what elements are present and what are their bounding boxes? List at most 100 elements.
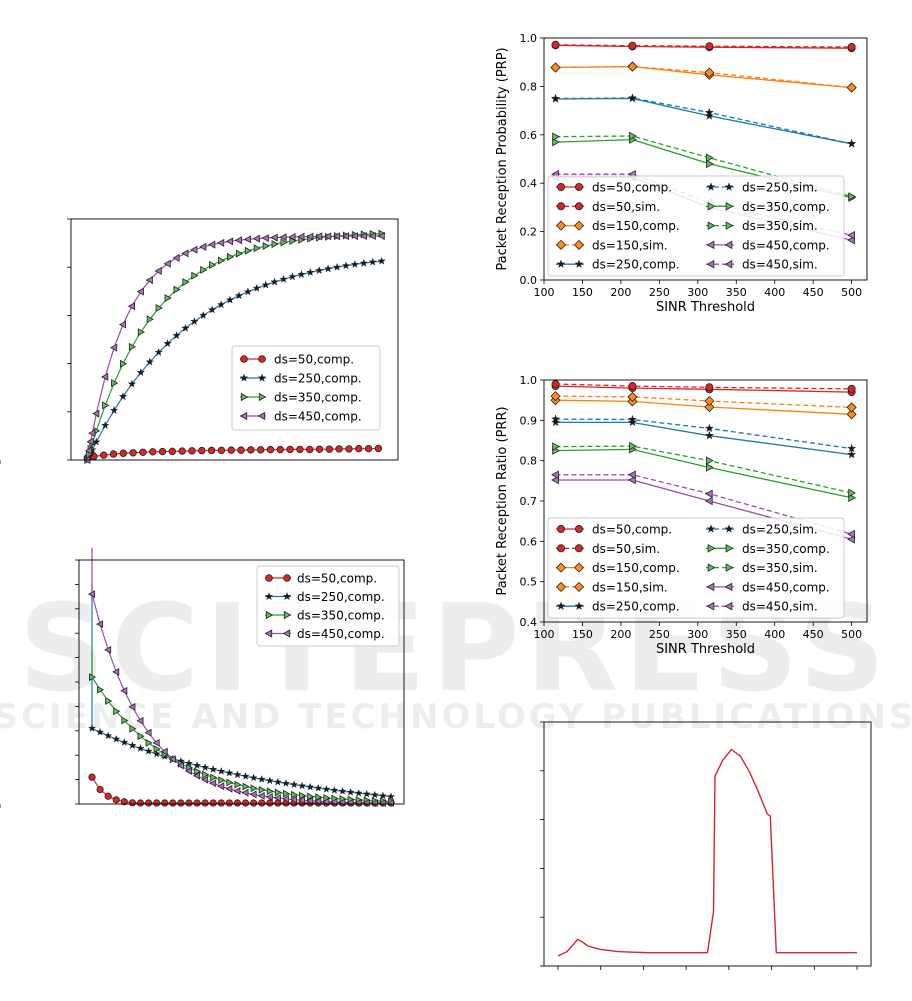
mid-left-point [217,799,225,807]
top-left-point [266,445,275,454]
mid-right-xtick-label: 400 [764,628,785,641]
mid-right-ytick-label: 0.8 [520,455,538,468]
top-left-point [364,444,373,453]
top-left-axes-frame [70,218,399,461]
top-left-point [191,271,199,280]
top-left-legend-label: ds=450,comp. [274,410,362,424]
mid-right-point [705,383,714,392]
top-right-point [846,82,857,93]
mid-right-legend-marker [557,544,566,553]
top-right-point [847,230,855,240]
top-left-point [109,343,118,352]
top-left-point [86,437,94,446]
mid-right-point [847,449,857,459]
top-right-legend-label: ds=150,sim. [592,238,668,252]
top-left-point [181,249,189,258]
top-left-point [315,266,324,275]
mid-left-point [201,763,210,772]
mid-left-point [298,796,306,805]
top-left-point [163,339,172,348]
mid-left-point [88,773,96,781]
top-left-point [217,446,226,455]
top-left-point [209,261,217,269]
top-right-point [628,41,637,50]
mid-left-point [194,767,202,776]
mid-right-series-line [555,418,852,450]
top-right-xtick-label: 250 [649,286,670,299]
bottom-right-axes-frame [543,721,872,967]
mid-right-series-line [555,421,852,456]
mid-right-point [848,488,857,498]
mid-left-legend-marker [283,610,292,620]
top-left-point [350,259,360,269]
top-right-xlabel: SINR Threshold [656,300,755,315]
mid-left-point [202,770,210,779]
top-left-point [101,372,109,381]
top-left-legend-marker [240,392,249,402]
top-left-point [315,232,323,241]
top-left-point [102,401,110,410]
top-left-legend-label: ds=50,comp. [274,353,354,367]
mid-right-point [706,463,714,472]
mid-right-xtick-label: 350 [726,628,747,641]
mid-right-legend-marker [725,544,734,553]
mid-left-point [185,799,193,807]
top-left-point [200,265,208,274]
mid-left-legend-marker [264,629,273,638]
top-left-point [297,232,305,241]
top-right-series-line [555,135,852,198]
top-right-point [704,107,714,117]
mid-left-point [128,799,137,807]
top-left-point [118,392,128,401]
mid-left-point [257,774,266,783]
mid-left-point [306,782,315,791]
mid-right-legend-label: ds=150,comp. [592,561,680,575]
top-left-point [280,238,288,247]
top-left-point [163,259,171,268]
top-right-ytick-label: 0.6 [520,129,538,142]
top-left-point [261,280,270,289]
mid-left-point [184,767,192,775]
mid-left-point [322,797,330,806]
top-left-point [297,270,306,279]
top-right-legend-marker [725,221,734,230]
top-left-point [315,445,324,453]
mid-left-point [137,732,145,741]
mid-right-legend-marker [557,525,566,534]
top-left-point [158,447,167,456]
mid-right-legend-marker [707,563,716,572]
mid-right-point [704,395,715,407]
mid-right-legend-label: ds=450,sim. [742,600,818,614]
mid-right-point [706,456,714,465]
top-right-point [552,132,560,142]
top-right-legend-marker [555,220,567,231]
top-right-xtick-label: 300 [687,286,708,299]
top-right-legend-label: ds=50,comp. [592,181,672,195]
mid-left-point [354,788,363,797]
top-left-point [296,445,304,454]
top-left-point [256,446,265,454]
mid-left-point [120,798,128,806]
mid-left-point [265,793,273,801]
top-right-legend-label: ds=250,sim. [742,181,818,195]
mid-left-legend-marker [282,629,291,638]
mid-right-legend-marker [573,581,585,592]
mid-right-xtick-label: 100 [534,628,555,641]
mid-left-legend-label: ds=350,comp. [297,609,385,623]
mid-left-point [144,799,153,807]
mid-left-point [226,778,234,787]
mid-left-point [129,724,137,733]
mid-right-series-line [555,385,852,393]
mid-right-series-line [555,399,852,415]
top-left-point [88,429,96,438]
mid-left-point [330,798,338,806]
mid-left-point [96,620,104,629]
top-left-point [279,233,287,242]
mid-right-ytick-label: 0.5 [520,576,538,589]
mid-left-point [217,766,226,775]
mid-left-point [120,686,128,695]
top-left-legend-label: ds=250,comp. [274,372,362,386]
mid-right-xtick-label: 150 [572,628,593,641]
mid-left-point [225,768,234,777]
top-left-point [109,405,119,415]
